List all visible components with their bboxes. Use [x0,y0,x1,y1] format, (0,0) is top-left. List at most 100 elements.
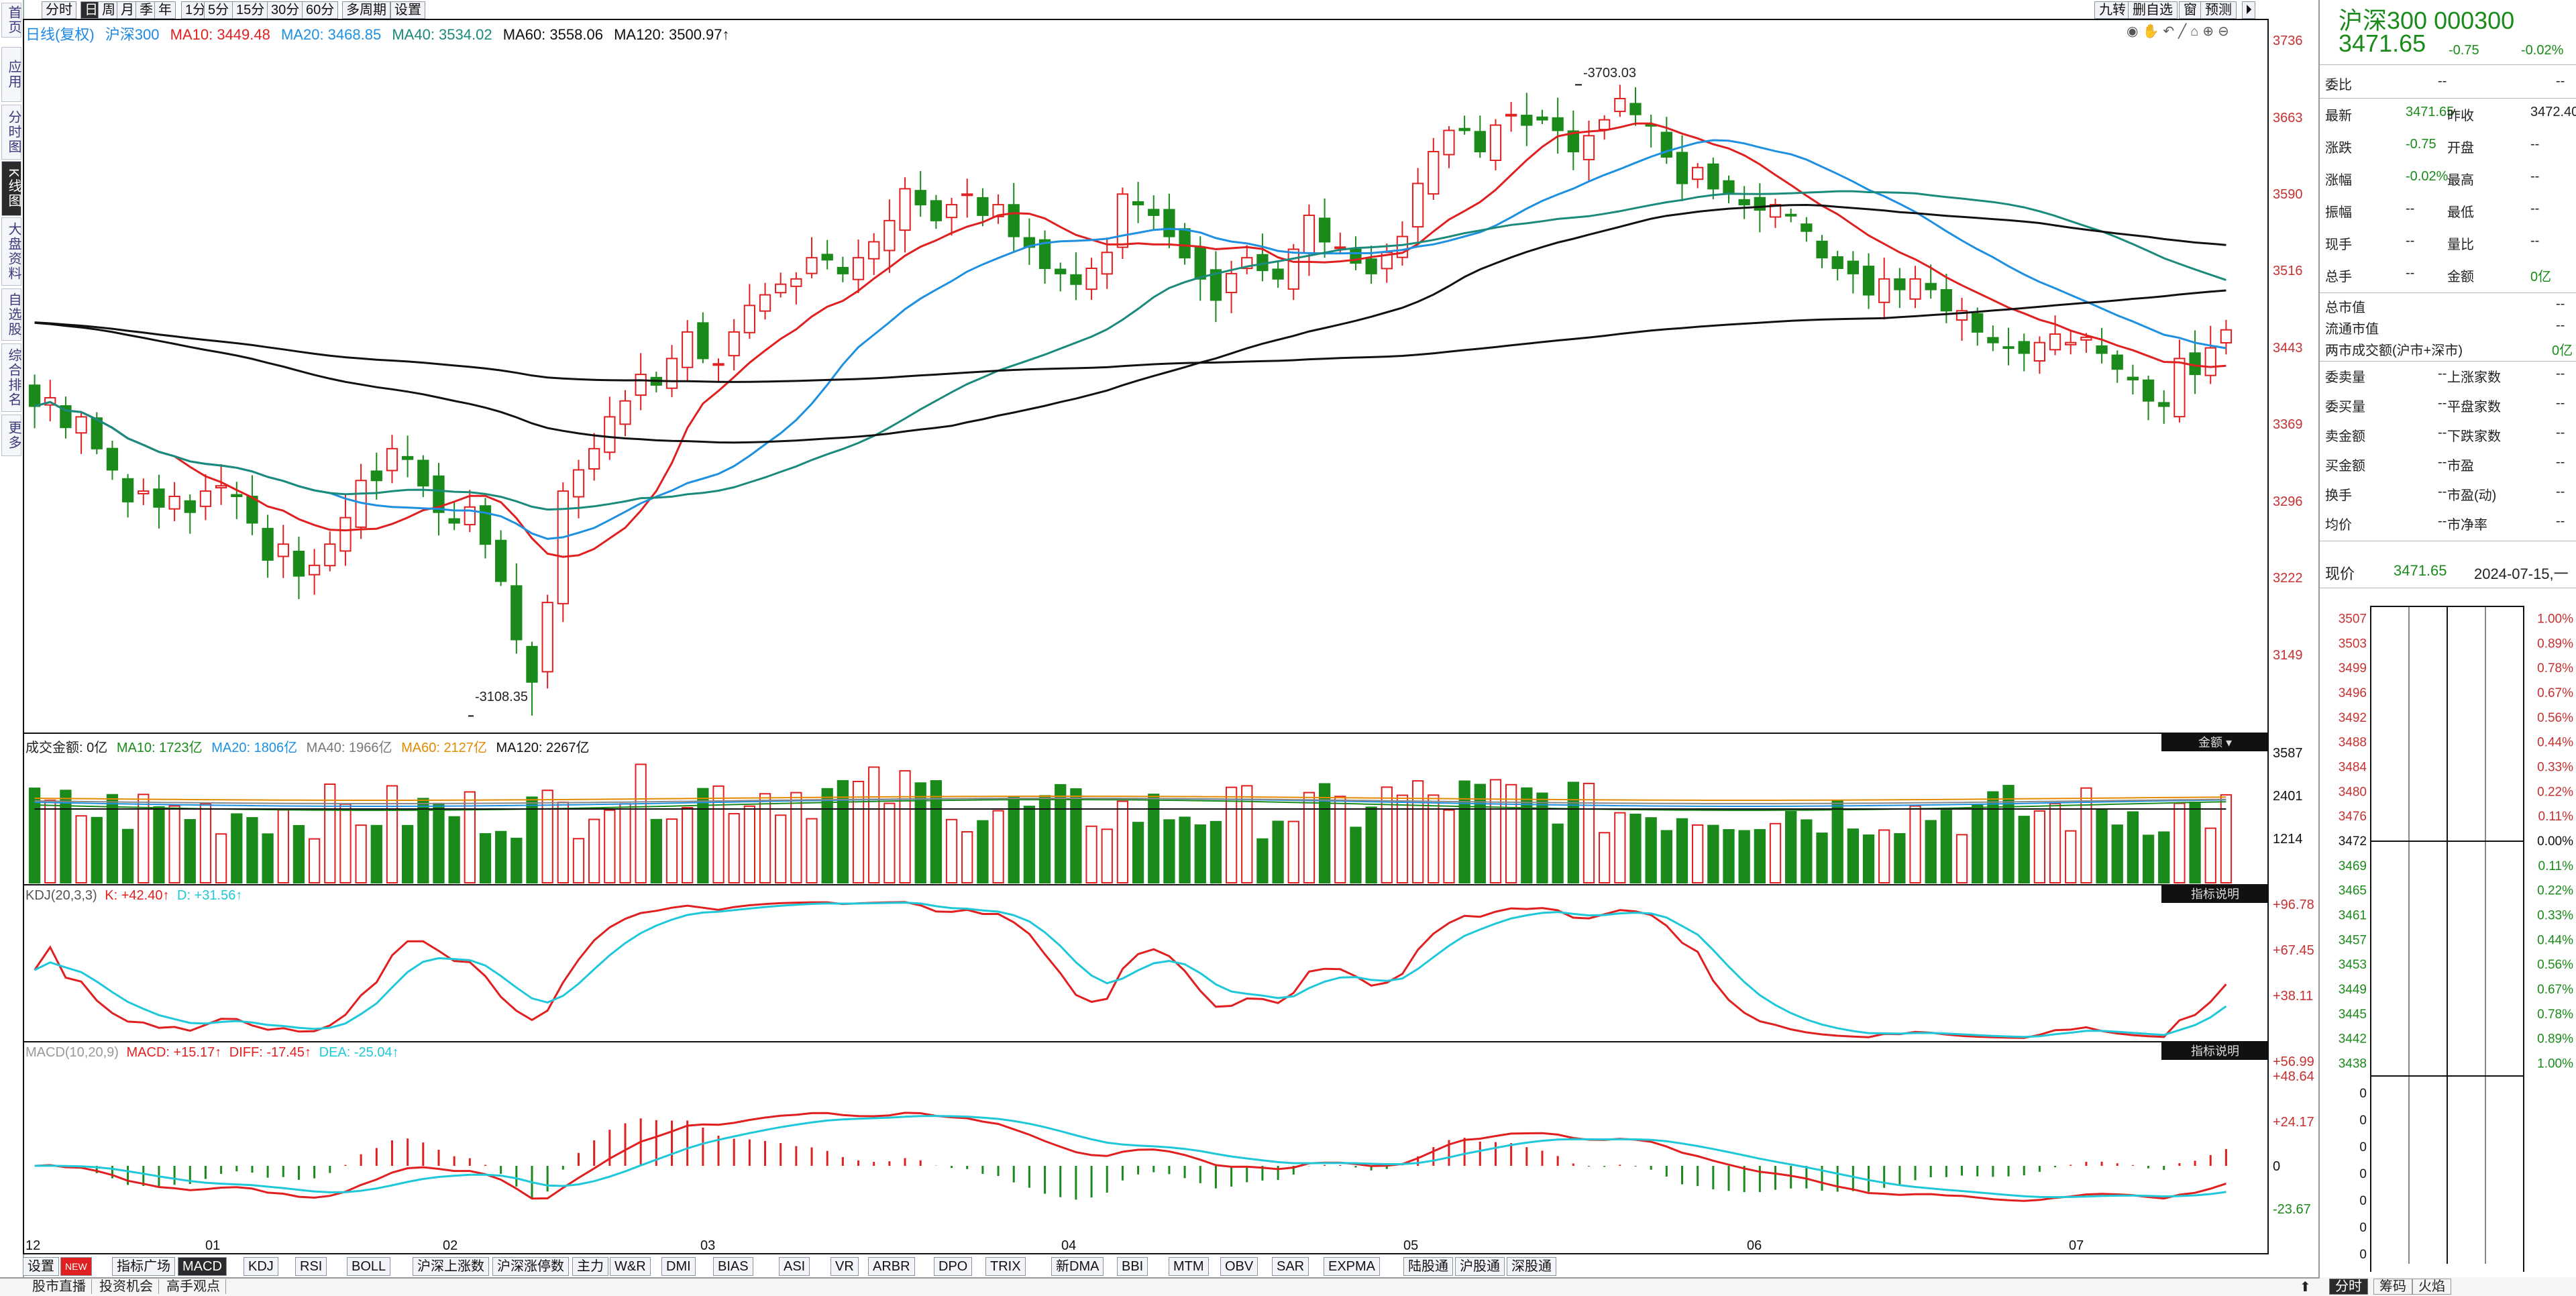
volume-bar [448,816,460,883]
indicator-tab[interactable]: MTM [1169,1257,1209,1276]
nav-timeshare[interactable]: 分时图 [1,105,21,160]
nav-kline[interactable]: K线图 [1,161,21,216]
indicator-tab[interactable]: 新DMA [1051,1257,1104,1276]
window-button[interactable]: 窗 [2179,1,2202,19]
kdj-k-line [34,901,2227,1039]
nav-market-info[interactable]: 大盘资料 [1,217,21,286]
period-toolbar: 分时 日 周 月 季 年 1分 5分 15分 30分 60分 多周期 设置 [23,0,2270,19]
indicator-tab[interactable]: EXPMA [1324,1257,1381,1276]
macd-label[interactable]: MACD(10,20,9) [25,1045,119,1060]
kline-chart[interactable] [0,0,2318,1277]
indicator-tab[interactable]: NEW [60,1257,92,1276]
candle [1116,193,1129,248]
volume-bar [1676,818,1688,884]
candle [324,543,336,567]
period-quarter[interactable]: 季 [136,1,157,19]
separator [23,884,2269,885]
candle [1831,256,1843,270]
remove-watchlist-button[interactable]: 删自选 [2128,1,2178,19]
candle [1008,204,1020,237]
indicator-tab[interactable]: 主力 [572,1257,608,1276]
indicator-tab[interactable]: SAR [1272,1257,1309,1276]
nav-home[interactable]: 首页 [1,3,21,38]
volume-bar [199,803,212,883]
volume-bar [790,792,802,884]
candle [868,241,880,260]
nav-ranking[interactable]: 综合排名 [1,343,21,412]
indicator-tab[interactable]: RSI [295,1257,327,1276]
indicator-tab[interactable]: 设置 [23,1257,59,1276]
tab-chips[interactable]: 筹码 [2373,1279,2412,1295]
candle [511,585,523,641]
period-week[interactable]: 周 [98,1,119,19]
chart-mode-label[interactable]: 日线(复权) [25,26,95,43]
weicha-value: -- [2556,74,2565,89]
indicator-tab[interactable]: 指标广场 [112,1257,175,1276]
kdj-label[interactable]: KDJ(20,3,3) [25,888,97,903]
tab-flame[interactable]: 火焰 [2412,1279,2451,1295]
security-name: 沪深300 [105,26,160,43]
indicator-tab[interactable]: BBI [1117,1257,1148,1276]
hand-icon[interactable]: ✋ [2142,24,2163,39]
indicator-tab[interactable]: 沪深上涨数 [413,1257,489,1276]
kdj-explain-button[interactable]: 指标说明 [2161,885,2269,903]
period-15min[interactable]: 15分 [232,1,269,19]
expert-view-link[interactable]: 高手观点 [161,1279,226,1294]
indicator-tab[interactable]: ASI [779,1257,810,1276]
indicator-tab[interactable]: DMI [661,1257,696,1276]
volume-bar [914,782,926,883]
indicator-tab[interactable]: DPO [934,1257,973,1276]
period-timeshare[interactable]: 分时 [42,1,76,19]
forecast-button[interactable]: 预测 [2200,1,2237,19]
candle [665,358,678,389]
candle [899,188,911,231]
period-60min[interactable]: 60分 [302,1,339,19]
volume-bar [2142,834,2155,883]
indicator-tab[interactable]: OBV [1220,1257,1258,1276]
indicator-tab[interactable]: MACD [178,1257,227,1276]
undo-icon[interactable]: ↶ [2163,24,2179,39]
nav-apps[interactable]: 应用 [1,47,21,102]
nav-more[interactable]: 更多 [1,415,21,456]
indicator-tab[interactable]: 沪股通 [1455,1257,1505,1276]
expand-icon[interactable]: ⏵ [2242,1,2255,19]
indicator-tab[interactable]: 陆股通 [1403,1257,1453,1276]
intraday-price-tick: 3499 [2339,661,2367,676]
intraday-chart[interactable]: 3507 1.00% 3503 0.89% 3499 0.78% 3496 0.67% 3492… [2318,588,2576,1277]
eye-icon[interactable]: ◉ [2127,24,2143,39]
indicator-tab[interactable]: 深股通 [1507,1257,1556,1276]
tab-timeshare[interactable]: 分时 [2329,1279,2368,1295]
opportunity-link[interactable]: 投资机会 [94,1279,159,1294]
macd-explain-button[interactable]: 指标说明 [2161,1042,2269,1060]
candle [417,460,429,487]
indicator-tab[interactable]: VR [830,1257,859,1276]
period-30min[interactable]: 30分 [267,1,304,19]
period-multi[interactable]: 多周期 [342,1,390,19]
zoom-out-icon[interactable]: ⊖ [2218,24,2233,39]
volume-bar [1723,828,1735,883]
now-date: 2024-07-15,一 [2474,565,2569,582]
period-month[interactable]: 月 [117,1,138,19]
zoom-in-icon[interactable]: ⊕ [2202,24,2218,39]
indicator-tab[interactable]: BOLL [347,1257,391,1276]
indicator-tab[interactable]: KDJ [244,1257,278,1276]
period-5min[interactable]: 5分 [204,1,233,19]
nav-watchlist[interactable]: 自选股 [1,288,21,341]
period-settings[interactable]: 设置 [390,1,425,19]
kdj-k: K: +42.40↑ [105,888,170,903]
indicator-tab[interactable]: TRIX [985,1257,1026,1276]
up-arrow-icon[interactable]: ⬆ [2300,1280,2311,1295]
period-year[interactable]: 年 [154,1,176,19]
lock-icon[interactable]: ⌂ [2190,24,2203,39]
indicator-tab[interactable]: W&R [610,1257,651,1276]
candle [1536,116,1548,121]
volume-bar [1116,800,1129,883]
indicator-tab[interactable]: BIAS [713,1257,753,1276]
indicator-tab[interactable]: ARBR [868,1257,915,1276]
line-icon[interactable]: ╱ [2178,24,2191,39]
live-stream-link[interactable]: 股市直播 [27,1279,92,1294]
volume-type-dropdown[interactable]: 金额 ▾ [2161,734,2269,751]
indicator-tab[interactable]: 沪深涨停数 [492,1257,569,1276]
candle [2111,354,2123,370]
nine-turn-button[interactable]: 九转 [2094,1,2131,19]
